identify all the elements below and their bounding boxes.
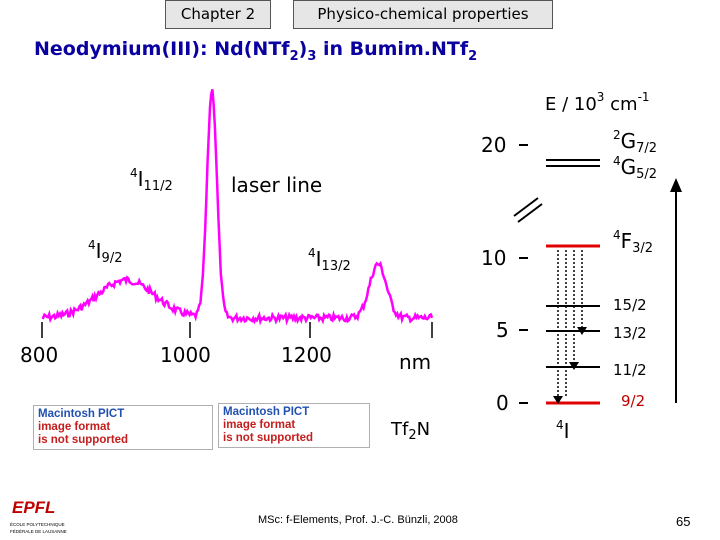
epfl-logo: EPFL ÉCOLE POLYTECHNIQUE FÉDÉRALE DE LAU… [10, 496, 67, 534]
logo-sub1: ÉCOLE POLYTECHNIQUE [10, 521, 65, 527]
level-4F3-2-label: 4F3/2 [613, 228, 654, 256]
level-4G5-2-label: 4G5/2 [613, 154, 658, 182]
level-15-2-label: 15/2 [613, 296, 647, 314]
arrow-head [569, 362, 579, 370]
level-13-2-label: 13/2 [613, 324, 647, 342]
pict-placeholder-left: Macintosh PICT image format is not suppo… [33, 405, 213, 450]
page-number: 65 [676, 514, 691, 529]
axis-break-mark [517, 203, 543, 223]
tab-physico-chemical[interactable]: Physico-chemical properties [293, 0, 553, 29]
energy-tick-label-10: 10 [481, 246, 507, 270]
label-laser-line: laser line [231, 173, 323, 197]
level-2G7-2-label: 2G7/2 [613, 128, 658, 156]
spectrum-trace [41, 89, 434, 326]
arrow-head [577, 327, 587, 335]
tf2n-label: Tf2N [391, 419, 431, 443]
x-unit-label: nm [399, 350, 432, 374]
label-4I9-2: 4I9/2 [88, 238, 123, 266]
ground-term-4I: 4I [556, 418, 570, 443]
logo-text: EPFL [12, 498, 55, 517]
x-tick-label-800: 800 [20, 343, 59, 367]
level-11-2-label: 11/2 [613, 361, 647, 379]
x-tick-label-1000: 1000 [160, 343, 211, 367]
x-tick-label-1200: 1200 [281, 343, 332, 367]
label-4I11-2: 4I11/2 [130, 166, 173, 194]
arrow-head [553, 396, 563, 404]
energy-axis-title: E / 103 cm-1 [545, 90, 650, 115]
logo-sub2: FÉDÉRALE DE LAUSANNE [10, 528, 67, 534]
pict-placeholder-right: Macintosh PICT image format is not suppo… [218, 403, 370, 448]
tab-chapter[interactable]: Chapter 2 [165, 0, 271, 29]
label-4I13-2: 4I13/2 [308, 246, 351, 274]
energy-tick-label-0: 0 [496, 391, 509, 415]
arrow-head [670, 178, 682, 192]
level-9-2-label: 9/2 [621, 392, 646, 410]
energy-tick-label-20: 20 [481, 133, 507, 157]
footer-credit: MSc: f-Elements, Prof. J.-C. Bünzli, 200… [258, 514, 458, 526]
slide-title: Neodymium(III): Nd(NTf2)3 in Bumim.NTf2 [34, 38, 478, 64]
axis-break-mark [513, 197, 539, 217]
energy-tick-label-5: 5 [496, 318, 509, 342]
